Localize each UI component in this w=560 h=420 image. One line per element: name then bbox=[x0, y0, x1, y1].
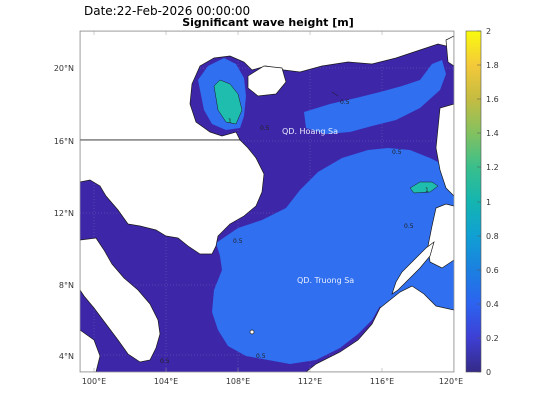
colorbar-tick-0-2: 0.2 bbox=[486, 334, 499, 343]
map-title: Significant wave height [m] bbox=[182, 16, 354, 29]
place-label-spratly: QD. Truong Sa bbox=[297, 276, 354, 285]
land-visayas bbox=[427, 203, 454, 269]
land-masses bbox=[80, 31, 454, 372]
land-palawan bbox=[391, 241, 435, 295]
contour-label-1-east: 1 bbox=[425, 187, 429, 194]
colorbar-tick-1-2: 1.2 bbox=[486, 163, 499, 172]
contour-label-0-5-vn: 0.5 bbox=[260, 125, 270, 132]
colorbar-gradient bbox=[465, 30, 482, 373]
land-sumatra bbox=[80, 329, 101, 372]
lat-tick-16n: 16°N bbox=[54, 137, 74, 146]
colorbar-ticks bbox=[477, 30, 481, 373]
land-hainan bbox=[247, 65, 287, 97]
land-natuna-island bbox=[249, 329, 255, 335]
frame-minor-ticks bbox=[93, 31, 383, 372]
lon-tick-100e: 100°E bbox=[82, 377, 106, 386]
lat-tick-8n: 8°N bbox=[59, 281, 74, 290]
paracel-contour bbox=[331, 91, 339, 97]
lon-tick-104e: 104°E bbox=[154, 377, 178, 386]
contour-label-0-5-paracel: 0.5 bbox=[340, 99, 350, 106]
land-luzon bbox=[435, 103, 454, 197]
colorbar-tick-1-6: 1.6 bbox=[486, 95, 499, 104]
lon-tick-112e: 112°E bbox=[298, 377, 322, 386]
colorbar-tick-0-6: 0.6 bbox=[486, 266, 499, 275]
map-area bbox=[80, 31, 454, 372]
colorbar-tick-1-8: 1.8 bbox=[486, 61, 499, 70]
lat-tick-20n: 20°N bbox=[54, 64, 74, 73]
plot-frame bbox=[79, 30, 455, 373]
colorbar-tick-1: 1 bbox=[486, 198, 491, 207]
contour-label-0-5-south: 0.5 bbox=[233, 238, 243, 245]
contour-label-0-5-malaya: 0.5 bbox=[160, 358, 170, 365]
land-taiwan bbox=[445, 35, 454, 67]
contour-label-0-5-borneo: 0.5 bbox=[256, 353, 266, 360]
colorbar: 0 0.2 0.4 0.6 0.8 1 1.2 1.4 1.6 1.8 2 bbox=[465, 27, 499, 377]
land-indochina bbox=[80, 139, 265, 255]
colorbar-tick-0-8: 0.8 bbox=[486, 232, 499, 241]
land-china bbox=[80, 31, 454, 141]
wave-zone-high-east bbox=[409, 181, 439, 194]
place-label-paracel: QD. Hoang Sa bbox=[282, 127, 338, 136]
lon-tick-120e: 120°E bbox=[439, 377, 463, 386]
wave-zone-high-tonkin bbox=[213, 79, 243, 125]
lon-tick-116e: 116°E bbox=[370, 377, 394, 386]
lat-tick-12n: 12°N bbox=[54, 209, 74, 218]
date-label: Date:22-Feb-2026 00:00:00 bbox=[84, 4, 251, 18]
colorbar-tick-0-4: 0.4 bbox=[486, 300, 499, 309]
colorbar-tick-1-4: 1.4 bbox=[486, 129, 499, 138]
colorbar-tick-2: 2 bbox=[486, 27, 491, 36]
land-borneo bbox=[305, 285, 454, 372]
wave-zone-paracel-east bbox=[304, 60, 446, 134]
colorbar-tick-0: 0 bbox=[486, 368, 491, 377]
lon-tick-108e: 108°E bbox=[226, 377, 250, 386]
contour-label-0-5-ph: 0.5 bbox=[404, 223, 414, 230]
contour-label-0-5-east: 0.5 bbox=[392, 149, 402, 156]
contour-label-1-tonkin: 1 bbox=[228, 118, 232, 125]
lat-tick-4n: 4°N bbox=[59, 352, 74, 361]
land-malay-peninsula bbox=[80, 237, 161, 363]
